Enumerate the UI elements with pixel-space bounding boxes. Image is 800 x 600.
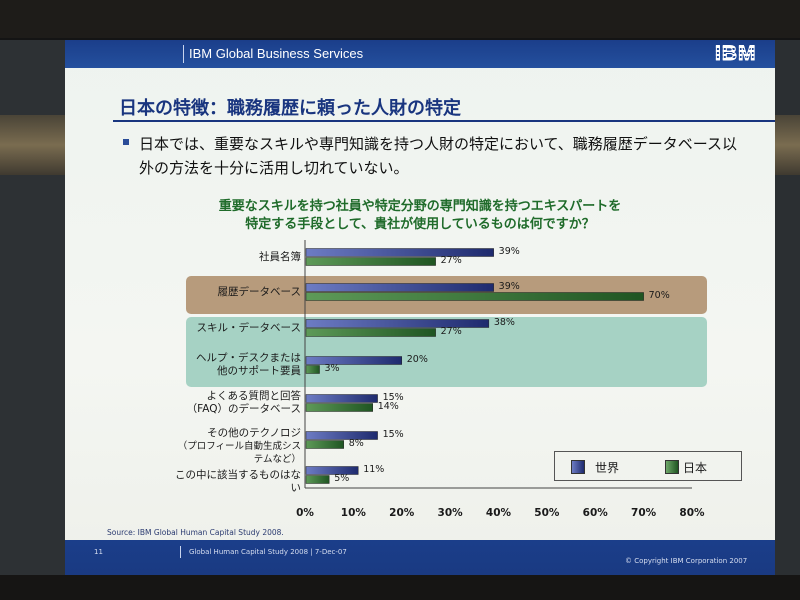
title-underline [113,120,775,122]
legend-swatch-japan [665,460,679,474]
value-label-world-6: 11% [363,463,385,475]
x-tick-label-8: 80% [679,507,705,519]
x-tick-label-0: 0% [296,507,314,519]
page-number: 11 [94,548,103,556]
chart-legend: 世界 日本 [554,451,742,481]
slide-header-bar: IBM Global Business Services IBM [65,40,775,68]
category-label-line: （FAQ）のデータベース [186,403,301,415]
category-label-line: ヘルプ・デスクまたは [196,352,301,364]
bar-japan-3 [305,365,320,374]
x-tick-label-1: 10% [340,507,366,519]
category-label-5: その他のテクノロジ （プロフィール自動生成システムなど） [173,427,301,466]
category-label-1: 履歴データベース [173,286,301,299]
value-label-japan-0: 27% [440,254,462,266]
value-label-japan-1: 70% [648,289,670,301]
bar-world-4 [305,394,378,403]
highlight-band-skill-helpdesk [186,317,707,387]
x-tick-label-4: 40% [485,507,512,519]
legend-label-japan: 日本 [683,461,708,475]
legend-label-world: 世界 [595,461,620,475]
value-label-world-1: 39% [498,280,520,292]
category-label-line: スキル・データベース [196,321,301,334]
category-label-0: 社員名簿 [173,251,301,264]
bullet-text: 日本では、重要なスキルや専門知識を持つ人財の特定において、職務履歴データベース以… [139,135,738,177]
category-label-line: 社員名簿 [259,250,301,263]
x-tick-label-6: 60% [582,507,608,519]
bar-chart [304,240,692,489]
category-label-line: （プロフィール自動生成システムなど） [177,441,301,465]
value-label-world-3: 20% [406,353,428,365]
bar-japan-4 [305,403,373,412]
value-label-japan-6: 5% [334,472,350,484]
bar-world-6 [305,466,359,475]
category-label-line: この中に該当するものはない [175,468,301,494]
adjacent-screen-photo-strip [0,115,65,175]
footer-text: Global Human Capital Study 2008 | 7-Dec-… [189,548,347,556]
value-label-japan-4: 14% [377,400,399,412]
category-label-line: その他のテクノロジ [207,427,301,439]
x-tick-label-7: 70% [631,507,657,519]
bar-world-3 [305,356,402,365]
bullet-square-icon [123,139,129,145]
chart-subtitle: 特定する手段として、貴社が使用しているものは何ですか？ [245,217,595,232]
x-tick-label-5: 50% [534,507,560,519]
company-name: IBM Global Business Services [189,46,364,61]
value-label-japan-5: 8% [348,437,364,449]
bar-world-5 [305,431,378,440]
value-label-world-5: 15% [382,428,404,440]
bar-world-1 [305,283,494,292]
category-label-6: この中に該当するものはない [173,469,301,495]
bar-japan-2 [305,328,436,337]
value-label-japan-2: 27% [440,325,462,337]
bar-japan-0 [305,257,436,266]
category-label-2: スキル・データベース [173,322,301,335]
room-background-top [0,0,800,38]
room-background-bottom [0,575,800,600]
slide-title: 日本の特徴：職務履歴に頼った人財の特定 [119,98,461,119]
header-separator [183,45,184,63]
bar-japan-1 [305,292,644,301]
value-label-world-2: 38% [493,316,515,328]
presentation-slide: IBM Global Business Services IBM 日本の特徴：職… [65,40,775,575]
bar-world-2 [305,319,490,328]
category-label-line: 他のサポート要員 [217,365,301,377]
bar-world-0 [305,248,494,257]
adjacent-screen-right [775,40,800,575]
slide-footer-bar: 11 Global Human Capital Study 2008 | 7-D… [65,540,775,575]
legend-swatch-world [571,460,585,474]
chart-title: 重要なスキルを持つ社員や特定分野の専門知識を持つエキスパートを [218,199,622,214]
adjacent-screen-photo-strip [775,115,800,175]
category-label-line: よくある質問と回答 [206,390,302,402]
adjacent-screen-left [0,40,65,575]
copyright-notice: © Copyright IBM Corporation 2007 [625,557,748,565]
ibm-logo: IBM [715,42,757,66]
x-tick-label-3: 30% [437,507,463,519]
category-label-line: 履歴データベース [217,285,301,298]
category-label-4: よくある質問と回答 （FAQ）のデータベース [173,390,301,416]
bar-japan-6 [305,475,330,484]
value-label-world-0: 39% [498,245,520,257]
value-label-japan-3: 3% [324,362,340,374]
bar-japan-5 [305,440,344,449]
footer-separator [180,546,181,558]
value-label-world-4: 15% [382,391,404,403]
x-tick-label-2: 20% [389,507,415,519]
source-note: Source: IBM Global Human Capital Study 2… [107,528,284,537]
category-label-3: ヘルプ・デスクまたは 他のサポート要員 [173,352,301,378]
